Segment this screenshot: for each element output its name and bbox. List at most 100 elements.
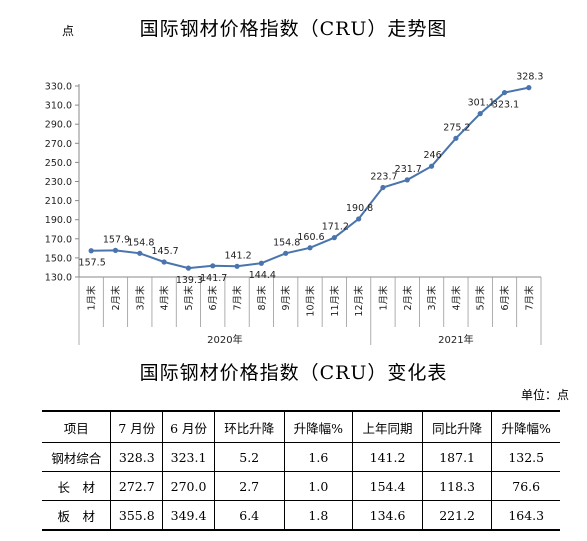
- data-point: [88, 248, 94, 254]
- y-axis-unit-label: 点: [62, 24, 75, 38]
- chart-title: 国际钢材价格指数（CRU）走势图: [139, 18, 448, 40]
- x-tick-label: 11月末: [329, 285, 341, 317]
- x-tick-label: 3月末: [426, 285, 438, 311]
- y-tick-label: 310.0: [45, 101, 72, 112]
- header-july: 7 月份: [110, 410, 164, 443]
- data-point: [404, 177, 410, 183]
- x-tick-label: 1月末: [86, 285, 98, 311]
- table-cell: 355.8: [110, 500, 164, 531]
- data-label: 154.8: [127, 237, 154, 248]
- y-tick-label: 270.0: [45, 139, 72, 150]
- data-label: 139.3: [176, 275, 203, 286]
- table-cell: 1.6: [283, 442, 354, 472]
- data-point: [210, 263, 216, 269]
- x-tick-label: 3月末: [134, 285, 146, 311]
- x-tick-label: 10月末: [305, 285, 317, 317]
- data-point: [112, 247, 119, 253]
- table-cell: 221.2: [421, 500, 493, 531]
- x-group-label: 2021年: [438, 333, 473, 345]
- data-point: [428, 163, 435, 169]
- data-point: [234, 263, 240, 269]
- x-tick-label: 2月末: [110, 285, 122, 311]
- data-label: 141.2: [224, 250, 251, 261]
- data-label: 160.6: [297, 232, 324, 243]
- x-tick-label: 5月末: [183, 285, 195, 311]
- data-label: 231.7: [395, 164, 422, 175]
- data-label: 223.7: [370, 172, 397, 183]
- cru-change-table: 项目 7 月份 6 月份 环比升降 升降幅% 上年同期 同比升降 升降幅% 钢材…: [42, 410, 560, 531]
- table-cell: 板 材: [42, 500, 112, 531]
- y-tick-label: 290.0: [45, 120, 72, 131]
- y-tick-label: 170.0: [45, 234, 72, 245]
- table-cell: 323.1: [162, 442, 215, 472]
- table-cell: 328.3: [110, 442, 164, 472]
- x-group-label: 2020年: [207, 333, 242, 345]
- header-item: 项目: [42, 410, 112, 443]
- header-yoy-pct: 升降幅%: [491, 410, 560, 443]
- data-label: 275.2: [443, 122, 470, 133]
- x-tick-label: 8月末: [256, 285, 268, 311]
- header-june: 6 月份: [162, 410, 215, 443]
- y-tick-label: 130.0: [45, 273, 72, 284]
- table-cell: 长 材: [42, 471, 112, 501]
- data-point: [477, 110, 483, 117]
- data-label: 157.9: [103, 234, 130, 245]
- data-label: 328.3: [516, 72, 543, 83]
- header-mom-pct: 升降幅%: [283, 410, 354, 443]
- y-tick-label: 330.0: [45, 82, 72, 93]
- table-cell: 141.2: [352, 442, 423, 472]
- x-tick-label: 7月末: [523, 285, 535, 311]
- data-label: 301.1: [468, 98, 495, 109]
- table-header-row: 项目 7 月份 6 月份 环比升降 升降幅% 上年同期 同比升降 升降幅%: [42, 410, 560, 443]
- y-tick-label: 150.0: [45, 253, 72, 264]
- data-label: 144.4: [249, 270, 276, 281]
- x-tick-label: 6月末: [207, 285, 219, 311]
- table-cell: 5.2: [213, 442, 285, 472]
- table-cell: 132.5: [491, 442, 560, 472]
- table-title: 国际钢材价格指数（CRU）变化表: [139, 362, 448, 384]
- x-tick-label: 6月末: [499, 285, 511, 311]
- data-point: [307, 245, 313, 251]
- x-tick-label: 2月末: [402, 285, 414, 311]
- data-point: [526, 85, 532, 91]
- data-point: [501, 89, 508, 96]
- header-yoy-change: 同比升降: [421, 410, 493, 443]
- table-unit: 单位：点: [520, 388, 569, 402]
- table-row: 长 材 272.7 270.0 2.7 1.0 154.4 118.3 76.6: [42, 471, 560, 501]
- table-row: 钢材综合 328.3 323.1 5.2 1.6 141.2 187.1 132…: [42, 442, 560, 472]
- table-cell: 1.0: [283, 471, 354, 501]
- table-cell: 349.4: [162, 500, 215, 531]
- data-label: 323.1: [492, 100, 519, 111]
- table-cell: 钢材综合: [42, 442, 112, 472]
- data-point: [185, 265, 192, 271]
- data-point: [380, 184, 386, 191]
- table-cell: 187.1: [421, 442, 493, 472]
- y-tick-label: 230.0: [45, 177, 72, 188]
- x-tick-label: 4月末: [450, 285, 462, 311]
- x-tick-label: 9月末: [280, 285, 292, 311]
- x-tick-label: 4月末: [159, 285, 171, 311]
- table-cell: 134.6: [352, 500, 423, 531]
- x-tick-label: 5月末: [475, 285, 487, 311]
- data-point: [161, 259, 167, 265]
- table-row: 板 材 355.8 349.4 6.4 1.8 134.6 221.2 164.…: [42, 500, 560, 531]
- x-tick-label: 12月末: [353, 285, 365, 317]
- data-label: 171.2: [322, 222, 349, 233]
- table-cell: 272.7: [110, 471, 164, 501]
- x-tick-label: 7月末: [232, 285, 244, 311]
- table-cell: 1.8: [283, 500, 354, 531]
- data-label: 246: [424, 150, 442, 161]
- chart-axes: 130.0 150.0 170.0 190.0 210.0 230.0 250.0 270.0…: [45, 82, 542, 345]
- line-chart: 130.0 150.0 170.0 190.0 210.0 230.0 250.0 270.0…: [45, 72, 543, 345]
- data-label: 141.7: [200, 273, 227, 284]
- data-label: 190.8: [346, 203, 373, 214]
- header-mom-change: 环比升降: [213, 410, 285, 443]
- data-point: [137, 250, 143, 256]
- data-point: [453, 135, 459, 141]
- table-cell: 6.4: [213, 500, 285, 531]
- data-label: 154.8: [273, 237, 300, 248]
- x-tick-label: 1月末: [377, 285, 389, 311]
- table-cell: 270.0: [162, 471, 215, 501]
- data-label: 145.7: [152, 246, 179, 257]
- y-tick-label: 190.0: [45, 215, 72, 226]
